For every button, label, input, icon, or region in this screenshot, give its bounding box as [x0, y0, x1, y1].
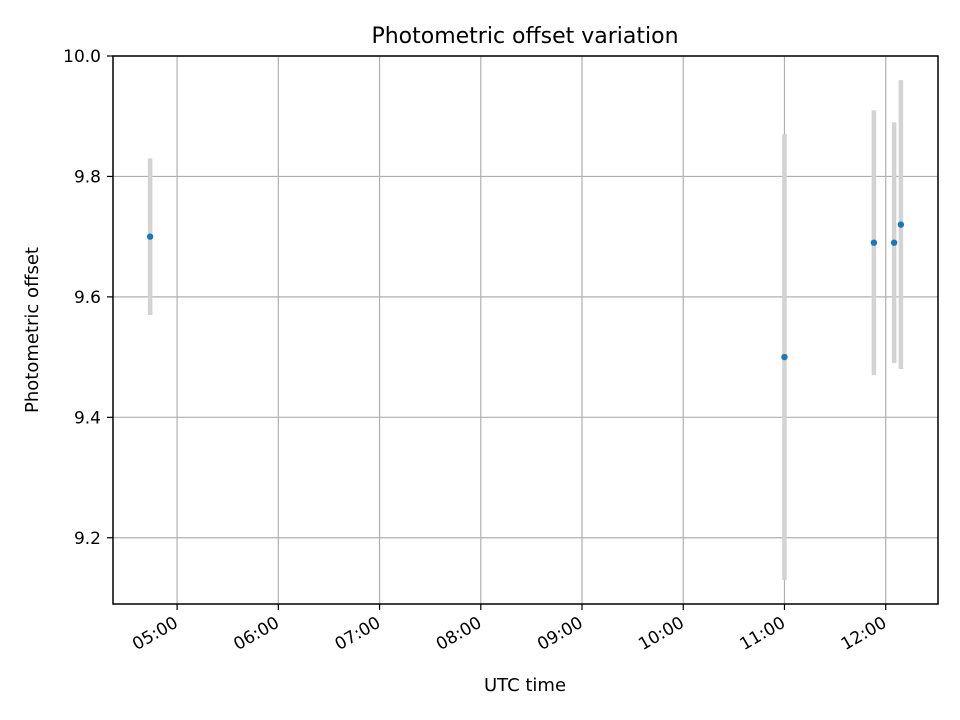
- x-tick-label: 12:00: [838, 613, 890, 655]
- y-tick-label: 9.8: [74, 167, 101, 187]
- x-tick-label: 08:00: [433, 613, 485, 655]
- chart-title: Photometric offset variation: [371, 24, 678, 49]
- data-point: [897, 221, 905, 228]
- y-tick-label: 9.6: [74, 288, 101, 308]
- data-point: [146, 233, 154, 240]
- x-tick-label: 09:00: [534, 613, 586, 655]
- point-layer: [146, 221, 905, 361]
- x-tick-label: 07:00: [332, 613, 384, 655]
- grid-layer: [113, 55, 938, 604]
- plot-frame: [112, 55, 939, 605]
- x-tick-label: 06:00: [230, 613, 282, 655]
- tick-layer: 05:00 06:00 07:00 08:00 09:00 10:00 11:00 12:00…: [63, 47, 890, 655]
- data-point: [890, 239, 898, 246]
- errorbar-layer: [147, 80, 904, 580]
- data-point: [870, 239, 878, 246]
- y-tick-label: 9.4: [74, 408, 101, 428]
- x-tick-label: 05:00: [129, 613, 181, 655]
- y-tick-label: 9.2: [74, 529, 101, 549]
- y-tick-label: 10.0: [63, 47, 101, 67]
- x-tick-label: 10:00: [635, 613, 687, 655]
- data-point: [781, 353, 788, 361]
- x-axis-label: UTC time: [484, 675, 566, 696]
- x-tick-label: 11:00: [737, 613, 789, 655]
- y-axis-label: Photometric offset: [22, 247, 43, 413]
